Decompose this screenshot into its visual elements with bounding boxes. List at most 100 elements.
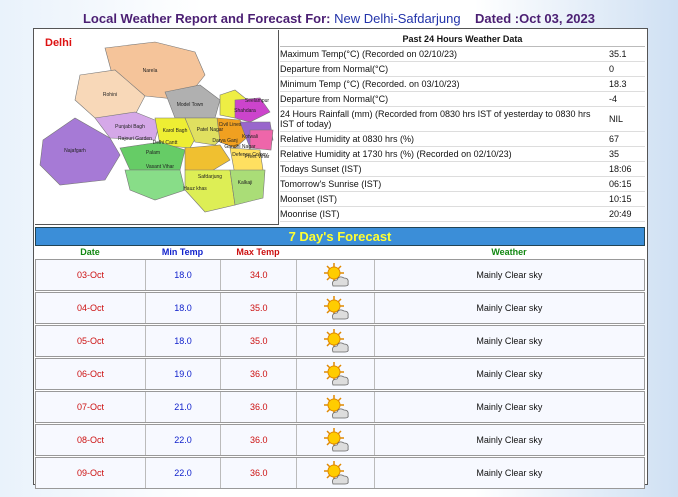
col-max: Max Temp xyxy=(236,247,280,257)
max-temp: 35.0 xyxy=(221,293,298,323)
icon-cell xyxy=(297,392,375,422)
weather: Mainly Clear sky xyxy=(476,369,543,379)
min-temp: 22.0 xyxy=(146,458,222,488)
district-label: Gandhi Nagar xyxy=(224,144,255,150)
row-value: 0 xyxy=(609,64,615,74)
col-weather: Weather xyxy=(491,247,527,257)
icon-cell xyxy=(297,458,375,488)
row-label: Relative Humidity at 1730 hrs (%) (Recor… xyxy=(280,149,512,159)
min-temp: 22.0 xyxy=(146,425,222,455)
data-row: Relative Humidity at 0830 hrs (%) 67 xyxy=(280,132,645,147)
row-value: -4 xyxy=(609,94,618,104)
forecast-columns: Date Min Temp Max Temp Weather xyxy=(35,246,645,258)
map-label: Delhi xyxy=(45,37,72,49)
icon-cell xyxy=(297,293,375,323)
weather: Mainly Clear sky xyxy=(476,468,543,478)
weather-icon xyxy=(323,362,349,386)
district-label: Palam xyxy=(146,150,160,156)
icon-cell xyxy=(297,425,375,455)
col-date: Date xyxy=(80,247,100,257)
district-label: Kalkaji xyxy=(238,180,253,186)
max-temp: 36.0 xyxy=(221,425,298,455)
district-label: Delhi Cantt xyxy=(153,140,178,146)
date: 06-Oct xyxy=(36,359,146,389)
district-label: Rohini xyxy=(103,92,117,98)
weather-icon xyxy=(323,296,349,320)
min-temp: 18.0 xyxy=(146,260,222,290)
date: 07-Oct xyxy=(36,392,146,422)
data-row: Moonrise (IST) 20:49 xyxy=(280,207,645,222)
date: 03-Oct xyxy=(36,260,146,290)
row-label: Tomorrow's Sunrise (IST) xyxy=(280,179,382,189)
district-label: Darya Ganj xyxy=(212,138,237,144)
max-temp: 34.0 xyxy=(221,260,298,290)
row-label: Moonset (IST) xyxy=(280,194,338,204)
min-temp: 21.0 xyxy=(146,392,222,422)
row-value: 06:15 xyxy=(609,179,632,189)
title: Local Weather Report and Forecast For: xyxy=(82,11,331,26)
district-label: Defence Colony xyxy=(232,152,268,158)
row-label: Relative Humidity at 0830 hrs (%) xyxy=(280,134,415,144)
forecast-row: 04-Oct 18.0 35.0 Mainly Clear sky xyxy=(35,292,645,324)
data-row: 24 Hours Rainfall (mm) (Recorded from 08… xyxy=(280,107,645,132)
forecast-row: 06-Oct 19.0 36.0 Mainly Clear sky xyxy=(35,358,645,390)
data-row: Departure from Normal(°C) -4 xyxy=(280,92,645,107)
district-label: Vasant Vihar xyxy=(146,164,175,170)
forecast-row: 07-Oct 21.0 36.0 Mainly Clear sky xyxy=(35,391,645,423)
weather-icon xyxy=(323,395,349,419)
data-row: Relative Humidity at 1730 hrs (%) (Recor… xyxy=(280,147,645,162)
district-label: Model Town xyxy=(177,102,204,108)
col-min: Min Temp xyxy=(161,247,204,257)
weather-icon xyxy=(323,329,349,353)
district-label: Seelampur xyxy=(245,98,270,104)
col-icon xyxy=(296,246,373,258)
district-label: Civil Lines xyxy=(219,122,242,128)
map-box: Delhi Narela Rohini Model Town Seelampur Shah… xyxy=(35,30,279,225)
forecast-row: 05-Oct 18.0 35.0 Mainly Clear sky xyxy=(35,325,645,357)
min-temp: 18.0 xyxy=(146,293,222,323)
row-label: Departure from Normal(°C) xyxy=(280,94,389,104)
row-label: 24 Hours Rainfall (mm) (Recorded from 08… xyxy=(280,109,591,129)
row-value: 18:06 xyxy=(609,164,632,174)
row-value: 67 xyxy=(609,134,620,144)
row-value: 35.1 xyxy=(609,49,627,59)
data-row: Moonset (IST) 10:15 xyxy=(280,192,645,207)
weather-icon xyxy=(323,263,349,287)
past-24h-title: Past 24 Hours Weather Data xyxy=(280,32,645,47)
row-label: Minimum Temp (°C) (Recorded. on 03/10/23… xyxy=(280,79,460,89)
district-label: Karol Bagh xyxy=(163,128,188,134)
district-label: Narela xyxy=(143,68,158,74)
icon-cell xyxy=(297,326,375,356)
date: 04-Oct xyxy=(36,293,146,323)
row-value: 10:15 xyxy=(609,194,632,204)
max-temp: 35.0 xyxy=(221,326,298,356)
row-value: NIL xyxy=(609,114,624,124)
weather-icon xyxy=(323,461,349,485)
icon-cell xyxy=(297,359,375,389)
dated: Dated :Oct 03, 2023 xyxy=(475,11,595,26)
forecast-title: 7 Day's Forecast xyxy=(35,227,645,246)
district-label: Rajouri Garden xyxy=(118,136,152,142)
icon-cell xyxy=(297,260,375,290)
weather: Mainly Clear sky xyxy=(476,435,543,445)
weather: Mainly Clear sky xyxy=(476,336,543,346)
data-row: Maximum Temp(°C) (Recorded on 02/10/23) 3… xyxy=(280,47,645,62)
district-label: Najafgarh xyxy=(64,148,86,154)
min-temp: 19.0 xyxy=(146,359,222,389)
data-row: Tomorrow's Sunrise (IST) 06:15 xyxy=(280,177,645,192)
district-label: Shahdara xyxy=(234,108,256,114)
forecast-row: 03-Oct 18.0 34.0 Mainly Clear sky xyxy=(35,259,645,291)
date: 05-Oct xyxy=(36,326,146,356)
district-label: Punjabi Bagh xyxy=(115,124,145,130)
date: 08-Oct xyxy=(36,425,146,455)
forecast-row: 08-Oct 22.0 36.0 Mainly Clear sky xyxy=(35,424,645,456)
delhi-map: Delhi Narela Rohini Model Town Seelampur Shah… xyxy=(39,37,274,213)
data-row: Departure from Normal(°C) 0 xyxy=(280,62,645,77)
district-label: Safdarjung xyxy=(198,174,222,180)
district-label: Hauz khas xyxy=(183,186,207,192)
date: 09-Oct xyxy=(36,458,146,488)
min-temp: 18.0 xyxy=(146,326,222,356)
row-value: 35 xyxy=(609,149,620,159)
forecast-row: 09-Oct 22.0 36.0 Mainly Clear sky xyxy=(35,457,645,489)
